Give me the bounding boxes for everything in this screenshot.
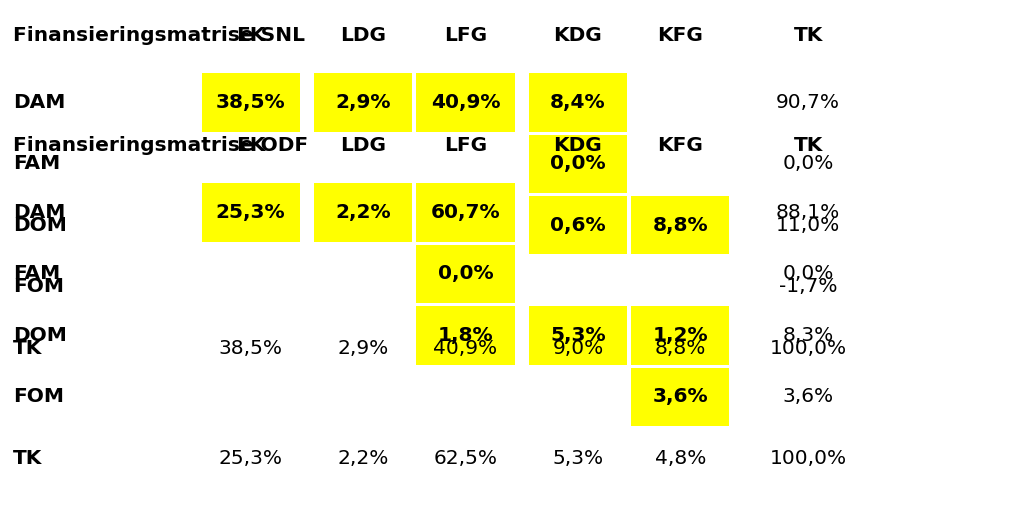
Text: 100,0%: 100,0%	[769, 449, 847, 468]
Text: 11,0%: 11,0%	[776, 216, 840, 235]
Text: LDG: LDG	[341, 26, 386, 46]
FancyBboxPatch shape	[529, 135, 627, 193]
FancyBboxPatch shape	[416, 245, 515, 303]
Text: 5,3%: 5,3%	[552, 449, 604, 468]
Text: 3,6%: 3,6%	[783, 387, 834, 407]
Text: 0,6%: 0,6%	[550, 216, 606, 235]
Text: TK: TK	[794, 136, 822, 156]
Text: EK: EK	[236, 26, 265, 46]
Text: 25,3%: 25,3%	[216, 203, 285, 222]
FancyBboxPatch shape	[631, 306, 729, 365]
Text: TK: TK	[794, 26, 822, 46]
Text: TK: TK	[13, 338, 43, 358]
Text: 9,0%: 9,0%	[552, 338, 604, 358]
FancyBboxPatch shape	[416, 183, 515, 242]
Text: 8,8%: 8,8%	[653, 216, 708, 235]
Text: 1,2%: 1,2%	[653, 326, 708, 345]
FancyBboxPatch shape	[631, 196, 729, 254]
Text: 60,7%: 60,7%	[431, 203, 500, 222]
Text: KFG: KFG	[658, 136, 703, 156]
Text: 2,9%: 2,9%	[336, 93, 391, 112]
Text: 8,8%: 8,8%	[655, 338, 706, 358]
FancyBboxPatch shape	[202, 183, 300, 242]
Text: DAM: DAM	[13, 203, 65, 222]
Text: 8,3%: 8,3%	[783, 326, 834, 345]
Text: LFG: LFG	[444, 26, 487, 46]
FancyBboxPatch shape	[631, 368, 729, 426]
Text: Finansieringsmatrise SNL: Finansieringsmatrise SNL	[13, 26, 305, 46]
Text: 100,0%: 100,0%	[769, 338, 847, 358]
FancyBboxPatch shape	[202, 73, 300, 132]
FancyBboxPatch shape	[529, 73, 627, 132]
FancyBboxPatch shape	[529, 196, 627, 254]
FancyBboxPatch shape	[529, 306, 627, 365]
Text: KDG: KDG	[553, 26, 603, 46]
Text: 88,1%: 88,1%	[776, 203, 840, 222]
Text: -1,7%: -1,7%	[779, 277, 838, 296]
Text: 0,0%: 0,0%	[550, 154, 606, 174]
Text: 2,2%: 2,2%	[338, 449, 389, 468]
Text: 40,9%: 40,9%	[431, 93, 500, 112]
Text: 62,5%: 62,5%	[434, 449, 497, 468]
Text: 0,0%: 0,0%	[438, 264, 493, 284]
Text: FOM: FOM	[13, 277, 64, 296]
FancyBboxPatch shape	[314, 183, 412, 242]
Text: DOM: DOM	[13, 326, 68, 345]
FancyBboxPatch shape	[416, 306, 515, 365]
Text: EK: EK	[236, 136, 265, 156]
Text: FOM: FOM	[13, 387, 64, 407]
Text: 8,4%: 8,4%	[550, 93, 606, 112]
Text: TK: TK	[13, 449, 43, 468]
Text: 40,9%: 40,9%	[434, 338, 497, 358]
Text: 0,0%: 0,0%	[783, 264, 834, 284]
Text: Finansieringsmatrise ODF: Finansieringsmatrise ODF	[13, 136, 308, 156]
Text: 5,3%: 5,3%	[550, 326, 606, 345]
Text: 25,3%: 25,3%	[219, 449, 282, 468]
Text: LDG: LDG	[341, 136, 386, 156]
Text: 2,2%: 2,2%	[336, 203, 391, 222]
Text: 3,6%: 3,6%	[653, 387, 708, 407]
Text: 2,9%: 2,9%	[338, 338, 389, 358]
FancyBboxPatch shape	[314, 73, 412, 132]
Text: LFG: LFG	[444, 136, 487, 156]
Text: KFG: KFG	[658, 26, 703, 46]
Text: 0,0%: 0,0%	[783, 154, 834, 174]
Text: 4,8%: 4,8%	[655, 449, 706, 468]
Text: DAM: DAM	[13, 93, 65, 112]
Text: KDG: KDG	[553, 136, 603, 156]
FancyBboxPatch shape	[416, 73, 515, 132]
Text: 1,8%: 1,8%	[438, 326, 493, 345]
Text: 38,5%: 38,5%	[219, 338, 282, 358]
Text: FAM: FAM	[13, 154, 60, 174]
Text: FAM: FAM	[13, 264, 60, 284]
Text: 38,5%: 38,5%	[216, 93, 285, 112]
Text: 90,7%: 90,7%	[776, 93, 840, 112]
Text: DOM: DOM	[13, 216, 68, 235]
